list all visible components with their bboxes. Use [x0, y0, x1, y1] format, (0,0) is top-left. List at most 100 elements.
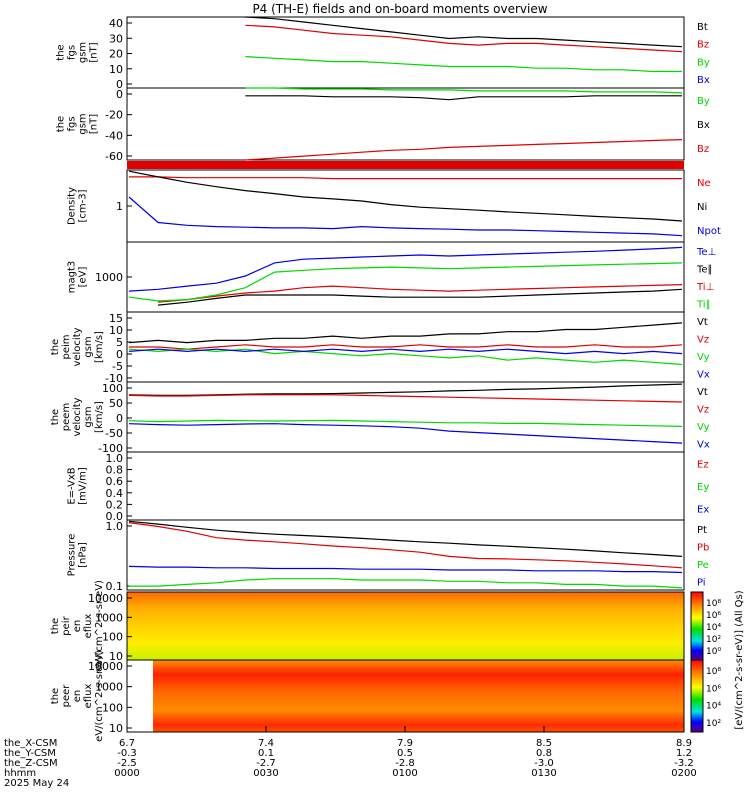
- legend-label: Vt: [697, 317, 708, 328]
- y-axis-label-line: fgs: [67, 45, 78, 60]
- orbit-row-name: the_X-CSM: [4, 738, 57, 749]
- spectrogram-image: [127, 660, 684, 732]
- y-axis-label-line: magt3: [67, 261, 78, 294]
- y-axis-label-line: the: [50, 618, 61, 634]
- legend-label: Pt: [697, 525, 707, 536]
- y-tick-label: 10: [109, 650, 123, 663]
- panel-frame: [126, 451, 685, 521]
- y-axis-label-line: peim: [61, 334, 72, 359]
- y-axis-label-line: fgs: [67, 116, 78, 131]
- y-tick-label: 0.0: [106, 510, 124, 523]
- legend-label: Pi: [697, 577, 706, 588]
- legend-label: Ex: [697, 505, 709, 516]
- orbit-value: -2.8: [395, 758, 415, 769]
- orbit-value: 7.4: [258, 738, 274, 749]
- orbit-value: 8.5: [536, 738, 552, 749]
- orbit-row-name: the_Z-CSM: [4, 758, 58, 769]
- colorbar-tick: 10²: [706, 719, 721, 729]
- y-tick-label: 100: [102, 631, 123, 644]
- series-line: [128, 348, 683, 355]
- y-tick-label: -10: [105, 372, 123, 385]
- series-line: [128, 348, 683, 366]
- legend-label: Pe: [697, 560, 709, 571]
- y-axis-label-group: magt3 [eV]: [67, 261, 89, 294]
- legend-label: By: [697, 57, 710, 68]
- y-tick-label: 10: [109, 722, 123, 735]
- orbit-value: 0.1: [258, 748, 274, 759]
- data-gap: [127, 660, 153, 732]
- series-line: [129, 578, 683, 589]
- y-tick-label: 10000: [88, 592, 123, 605]
- legend-label: Bt: [697, 22, 708, 33]
- colorbar: [690, 659, 704, 733]
- panel-frame: [126, 241, 685, 313]
- y-axis-label-line: Pressure: [67, 534, 78, 577]
- y-tick-label: -40: [105, 129, 123, 142]
- orbit-value: 0130: [531, 768, 556, 779]
- y-tick-label: 1000: [95, 681, 123, 694]
- y-axis-label-line: the: [50, 688, 61, 704]
- orbit-value: 0.5: [397, 748, 413, 759]
- y-tick-label: 0.6: [106, 475, 124, 488]
- y-tick-label: 0.8: [106, 464, 124, 477]
- legend-label: Te⊥: [696, 247, 716, 258]
- panel-frame: [126, 87, 685, 161]
- y-axis-label-line: the: [50, 409, 61, 425]
- colorbar-tick: 10⁴: [706, 702, 721, 712]
- y-axis-label-line: [mV/m]: [78, 467, 89, 505]
- series-line: [128, 565, 683, 574]
- y-tick-label: 5: [116, 336, 123, 349]
- y-tick-label: 0: [116, 412, 123, 425]
- y-tick-label: 10: [109, 63, 123, 76]
- y-tick-label: 10000: [88, 660, 123, 673]
- series-line: [245, 95, 682, 101]
- y-axis-label-line: velocity: [72, 397, 83, 436]
- colorbar-tick: 10⁰: [706, 647, 721, 657]
- y-tick-label: 0: [116, 348, 123, 361]
- y-tick-label: -50: [105, 427, 123, 440]
- y-axis-label-line: eV/(cm^2-s-sr-eV): [94, 650, 105, 742]
- y-axis-label-line: the: [56, 44, 67, 60]
- series-line: [128, 419, 683, 427]
- orbit-value: 0000: [114, 768, 139, 779]
- colorbar-tick: 10⁸: [706, 599, 721, 609]
- y-axis-label-line: eflux: [83, 684, 94, 709]
- y-tick-label: 30: [109, 32, 123, 45]
- y-axis-label-line: [km/s]: [94, 331, 105, 363]
- colorbar-label: [eV/(cm^2-s-sr-eV)] (All Qs): [734, 590, 745, 729]
- orbit-value: 0030: [253, 768, 278, 779]
- legend-label: Bx: [697, 120, 710, 131]
- orbit-value: 0100: [392, 768, 417, 779]
- y-axis-label-line: gsm: [78, 42, 89, 63]
- y-axis-label-line: en: [72, 690, 83, 703]
- y-axis-label-line: peem: [61, 403, 72, 431]
- y-axis-label-line: eflux: [83, 614, 94, 639]
- orbit-value: 6.7: [119, 738, 135, 749]
- y-tick-label: 10: [109, 324, 123, 337]
- legend-label: Vt: [697, 387, 708, 398]
- y-tick-label: 1000: [95, 271, 123, 284]
- orbit-value: -3.0: [534, 758, 554, 769]
- legend-label: Bz: [697, 40, 709, 51]
- y-axis-label-line: [km/s]: [94, 401, 105, 433]
- series-line: [129, 176, 682, 180]
- series-line: [129, 344, 683, 350]
- legend-label: Ne: [697, 178, 711, 189]
- y-axis-label-line: [nT]: [89, 42, 100, 62]
- y-axis-label-line: gsm: [83, 336, 94, 357]
- legend-label: Vx: [697, 369, 710, 380]
- y-tick-label: -100: [98, 442, 123, 455]
- y-axis-label-group: E=-VxB [mV/m]: [67, 467, 89, 505]
- legend-label: Pb: [697, 542, 709, 553]
- y-axis-label-line: Density: [67, 187, 78, 225]
- orbit-value: 7.9: [397, 738, 413, 749]
- y-tick-label: 100: [102, 701, 123, 714]
- series-line: [245, 16, 683, 48]
- orbit-value: -2.7: [256, 758, 276, 769]
- series-line: [158, 284, 683, 303]
- y-tick-label: 1.0: [106, 520, 124, 533]
- y-axis-label-line: E=-VxB: [67, 467, 78, 504]
- y-axis-label-group: the peem velocity gsm [km/s]: [50, 397, 105, 436]
- y-axis-label-line: [eV]: [78, 267, 89, 288]
